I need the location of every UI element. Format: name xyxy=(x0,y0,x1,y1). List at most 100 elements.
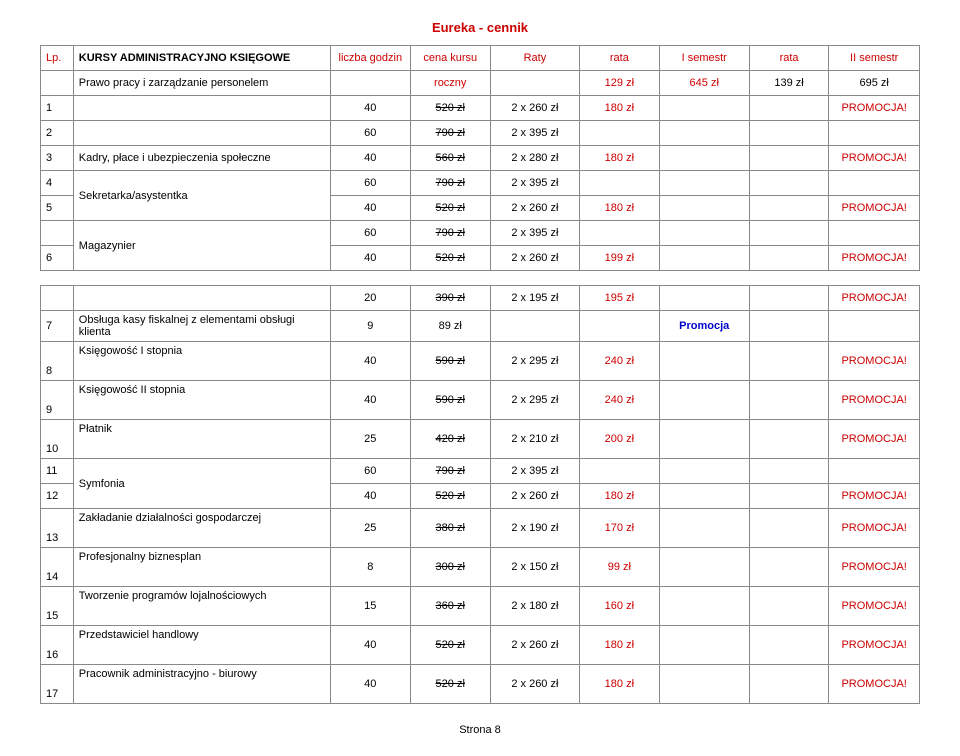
cell-rata2 xyxy=(749,246,829,271)
cell-sem1 xyxy=(659,221,749,246)
cell-raty: 2 x 260 zł xyxy=(490,626,579,665)
cell-raty: 2 x 190 zł xyxy=(490,509,579,548)
cell-sem2 xyxy=(829,171,920,196)
cell-sem1 xyxy=(659,665,749,704)
cell-sem2 xyxy=(829,121,920,146)
document-title: Eureka - cennik xyxy=(40,20,920,35)
cell-lp: 12 xyxy=(41,484,74,509)
cell-sem1 xyxy=(659,509,749,548)
cell-price: roczny xyxy=(410,71,490,96)
cell-sem2: PROMOCJA! xyxy=(829,96,920,121)
table-row: 7Obsługa kasy fiskalnej z elementami obs… xyxy=(41,311,920,342)
cell-raty: 2 x 395 zł xyxy=(490,121,579,146)
cell-sem1 xyxy=(659,459,749,484)
table-row xyxy=(41,271,920,286)
cell-course: Prawo pracy i zarządzanie personelem xyxy=(73,71,330,96)
cell-hours: 40 xyxy=(330,96,410,121)
cell-sem2: PROMOCJA! xyxy=(829,286,920,311)
cell-price: 520 zł xyxy=(410,665,490,704)
cell-lp: 6 xyxy=(41,246,74,271)
cell-sem2: PROMOCJA! xyxy=(829,196,920,221)
cell-sem1 xyxy=(659,626,749,665)
cell-rata1 xyxy=(580,459,660,484)
cell-rata1: 200 zł xyxy=(580,420,660,459)
cell-sem2: PROMOCJA! xyxy=(829,665,920,704)
cell-hours: 40 xyxy=(330,626,410,665)
cell-lp: 3 xyxy=(41,146,74,171)
cell-rata1 xyxy=(580,311,660,342)
table-row: 15Tworzenie programów lojalnościowych153… xyxy=(41,587,920,626)
cell-rata2 xyxy=(749,286,829,311)
cell-course xyxy=(73,286,330,311)
cell-sem1 xyxy=(659,246,749,271)
cell-course: Profesjonalny biznesplan xyxy=(73,548,330,587)
cell-raty: 2 x 150 zł xyxy=(490,548,579,587)
table-row: 3Kadry, płace i ubezpieczenia społeczne4… xyxy=(41,146,920,171)
cell-rata2 xyxy=(749,665,829,704)
cell-price: 300 zł xyxy=(410,548,490,587)
cell-course: Sekretarka/asystentka xyxy=(73,171,330,221)
cell-sem1 xyxy=(659,381,749,420)
cell-lp: 8 xyxy=(41,342,74,381)
cell-rata1: 180 zł xyxy=(580,665,660,704)
cell-rata2 xyxy=(749,509,829,548)
cell-sem2: PROMOCJA! xyxy=(829,626,920,665)
table-row: 14Profesjonalny biznesplan8300 zł2 x 150… xyxy=(41,548,920,587)
col-course: KURSY ADMINISTRACYJNO KSIĘGOWE xyxy=(73,46,330,71)
cell-sem1 xyxy=(659,196,749,221)
cell-course: Przedstawiciel handlowy xyxy=(73,626,330,665)
table-row: 11Symfonia60790 zł2 x 395 zł xyxy=(41,459,920,484)
cell-lp xyxy=(41,286,74,311)
cell-lp: 15 xyxy=(41,587,74,626)
cell-course: Księgowość II stopnia xyxy=(73,381,330,420)
cell-course xyxy=(73,96,330,121)
cell-price: 520 zł xyxy=(410,96,490,121)
table-row: Magazynier60790 zł2 x 395 zł xyxy=(41,221,920,246)
table-row: 13Zakładanie działalności gospodarczej25… xyxy=(41,509,920,548)
cell-rata2 xyxy=(749,548,829,587)
cell-raty: 2 x 280 zł xyxy=(490,146,579,171)
cell-rata1 xyxy=(580,171,660,196)
cell-hours: 15 xyxy=(330,587,410,626)
cell-rata1: 180 zł xyxy=(580,484,660,509)
table-row: 17Pracownik administracyjno - biurowy405… xyxy=(41,665,920,704)
cell-hours xyxy=(330,71,410,96)
cell-price: 420 zł xyxy=(410,420,490,459)
cell-rata2 xyxy=(749,311,829,342)
cell-rata2 xyxy=(749,171,829,196)
cell-rata1: 199 zł xyxy=(580,246,660,271)
cell-hours: 25 xyxy=(330,420,410,459)
cell-sem2: PROMOCJA! xyxy=(829,146,920,171)
cell-raty: 2 x 260 zł xyxy=(490,246,579,271)
cell-course: Kadry, płace i ubezpieczenia społeczne xyxy=(73,146,330,171)
cell-course xyxy=(73,121,330,146)
cell-sem1 xyxy=(659,96,749,121)
col-sem1: I semestr xyxy=(659,46,749,71)
cell-rata1: 170 zł xyxy=(580,509,660,548)
col-hours: liczba godzin xyxy=(330,46,410,71)
cell-sem2: PROMOCJA! xyxy=(829,420,920,459)
cell-rata1: 240 zł xyxy=(580,342,660,381)
cell-raty: 2 x 395 zł xyxy=(490,171,579,196)
table-row: 9Księgowość II stopnia40590 zł2 x 295 zł… xyxy=(41,381,920,420)
col-lp: Lp. xyxy=(41,46,74,71)
cell-sem2: PROMOCJA! xyxy=(829,548,920,587)
cell-rata2 xyxy=(749,196,829,221)
cell-sem1 xyxy=(659,171,749,196)
cell-lp: 9 xyxy=(41,381,74,420)
cell-course: Płatnik xyxy=(73,420,330,459)
table-header-row: Lp. KURSY ADMINISTRACYJNO KSIĘGOWE liczb… xyxy=(41,46,920,71)
cell-price: 520 zł xyxy=(410,484,490,509)
cell-hours: 20 xyxy=(330,286,410,311)
col-price: cena kursu xyxy=(410,46,490,71)
cell-rata1: 180 zł xyxy=(580,96,660,121)
cell-rata1 xyxy=(580,221,660,246)
cell-sem2: PROMOCJA! xyxy=(829,342,920,381)
cell-hours: 40 xyxy=(330,196,410,221)
cell-hours: 40 xyxy=(330,246,410,271)
cell-sem2: PROMOCJA! xyxy=(829,587,920,626)
cell-lp: 11 xyxy=(41,459,74,484)
cell-lp: 5 xyxy=(41,196,74,221)
cell-raty xyxy=(490,311,579,342)
cell-hours: 40 xyxy=(330,146,410,171)
